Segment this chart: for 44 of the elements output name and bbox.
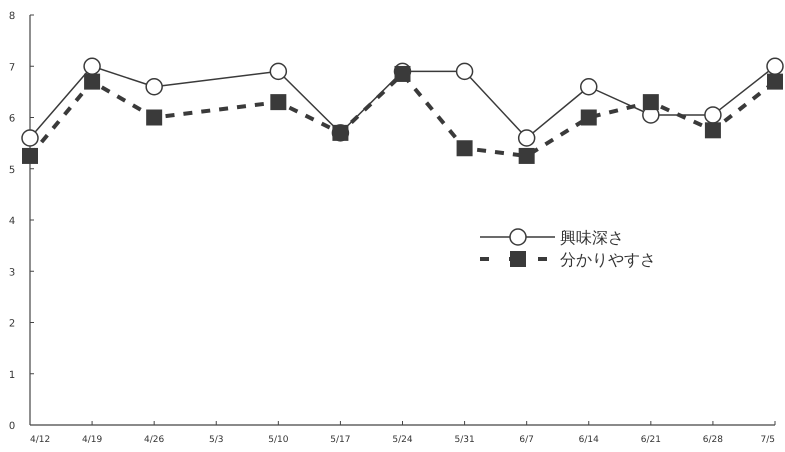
- x-tick-label: 7/5: [760, 435, 775, 445]
- point: [704, 106, 722, 124]
- point: [394, 66, 410, 82]
- x-tick-label: 5/3: [209, 435, 224, 445]
- point: [83, 58, 101, 75]
- point: [580, 110, 597, 126]
- point: [704, 122, 721, 138]
- x-tick-label: 4/19: [82, 435, 102, 445]
- y-tick-label: 7: [8, 62, 16, 74]
- point: [270, 94, 286, 110]
- point: [518, 129, 536, 147]
- legend-label: 興味深さ: [560, 228, 624, 247]
- x-tick-label: 5/10: [268, 435, 289, 445]
- y-tick-label: 2: [8, 318, 16, 330]
- point: [767, 74, 783, 90]
- x-tick-label: 4/26: [144, 435, 165, 445]
- x-tick-label: 6/21: [640, 435, 661, 445]
- x-tick-label: 6/28: [702, 435, 724, 445]
- point: [642, 94, 659, 110]
- x-tick-label: 6/7: [519, 435, 534, 445]
- point: [456, 62, 474, 80]
- point: [22, 148, 38, 164]
- x-tick-label: 5/24: [392, 435, 413, 445]
- y-tick-label: 0: [8, 421, 16, 432]
- point: [145, 78, 163, 96]
- y-tick-label: 1: [8, 370, 16, 381]
- x-tick-label: 5/31: [454, 435, 475, 445]
- point: [270, 62, 288, 80]
- x-tick-label: 4/12: [30, 435, 50, 445]
- point: [84, 74, 100, 90]
- y-tick-label: 5: [8, 164, 16, 176]
- x-tick-label: 5/17: [330, 435, 351, 445]
- y-tick-label: 4: [8, 216, 16, 227]
- y-tick-label: 8: [8, 11, 16, 22]
- legend-label: 分かりやすさ: [560, 250, 656, 269]
- point: [766, 58, 784, 75]
- point: [456, 140, 473, 156]
- point: [580, 78, 598, 96]
- y-tick-label: 3: [8, 267, 16, 278]
- point: [518, 148, 535, 164]
- point: [146, 110, 162, 126]
- y-tick-label: 6: [8, 114, 16, 124]
- point: [21, 129, 39, 147]
- x-tick-label: 6/14: [578, 435, 600, 445]
